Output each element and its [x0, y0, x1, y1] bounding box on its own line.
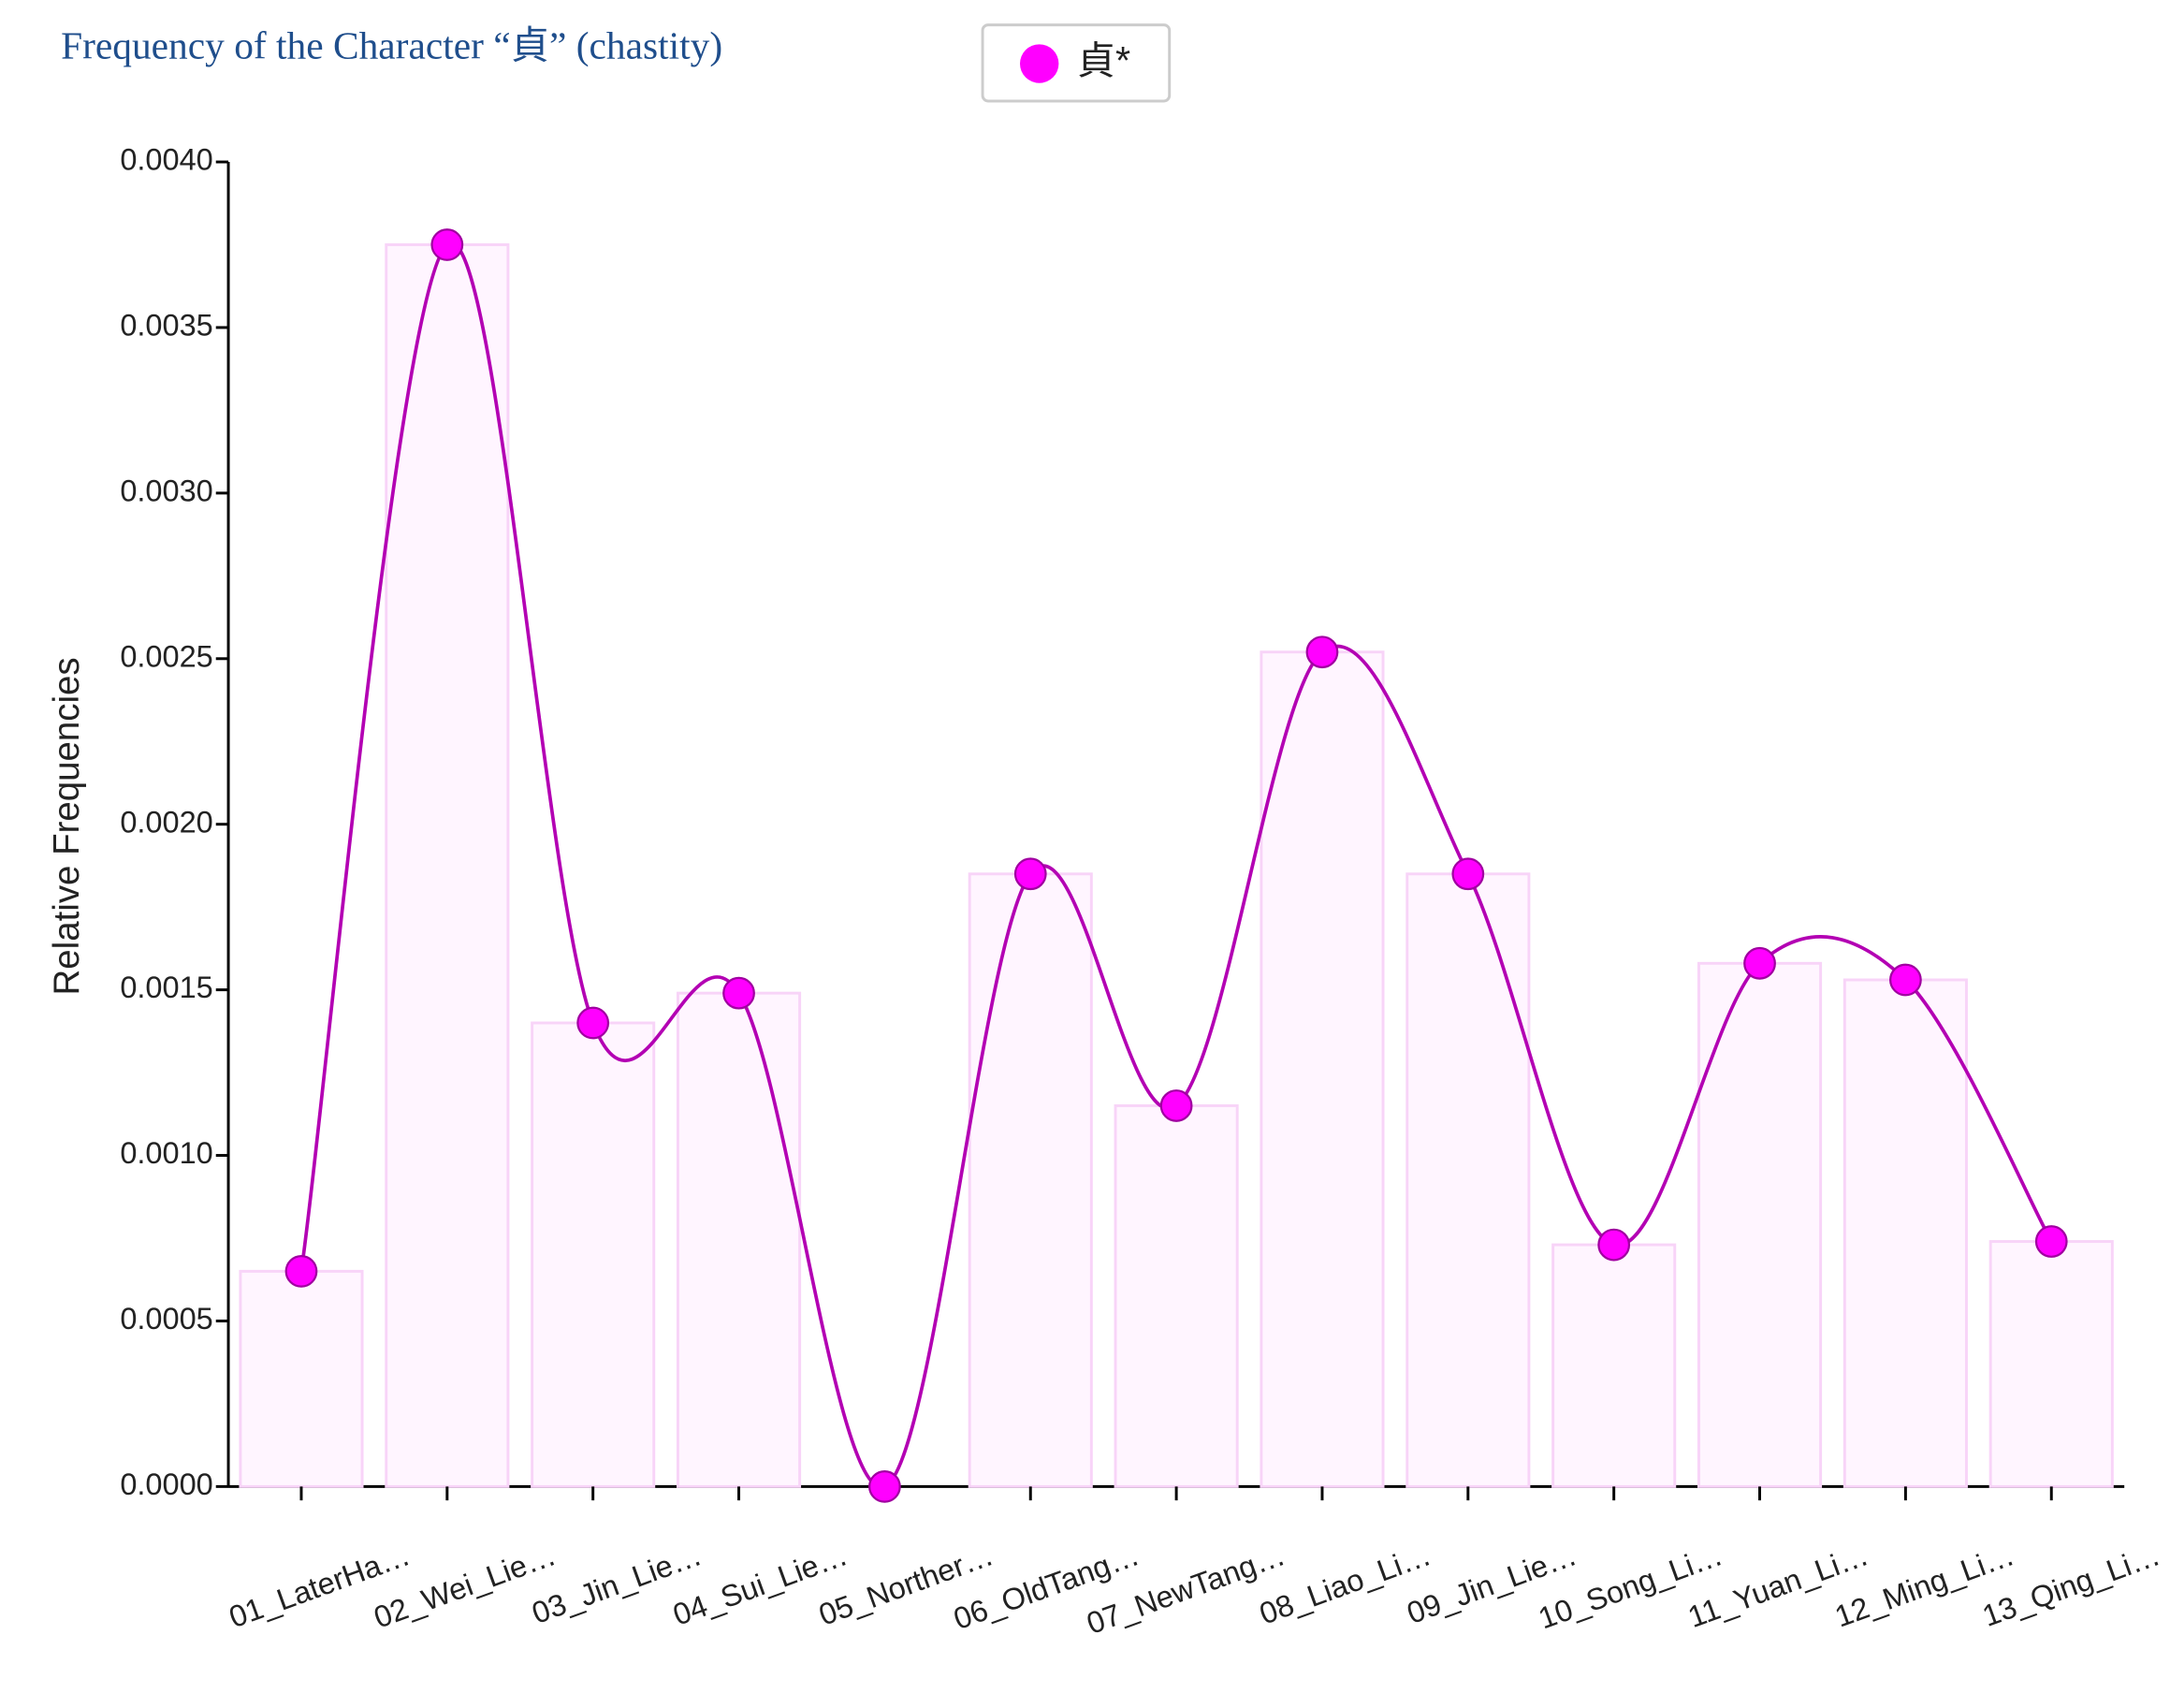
bar [676, 991, 802, 1488]
bar [385, 243, 510, 1488]
y-tick-label: 0.0005 [120, 1302, 212, 1336]
point [1889, 963, 1922, 997]
bar [1551, 1243, 1677, 1488]
point [2034, 1225, 2068, 1258]
bar [1842, 978, 1968, 1488]
point [576, 1006, 610, 1040]
y-tick-label: 0.0040 [120, 143, 212, 177]
y-tick-label: 0.0010 [120, 1136, 212, 1170]
bar [531, 1021, 656, 1488]
y-tick-label: 0.0000 [120, 1467, 212, 1501]
y-tick-label: 0.0030 [120, 474, 212, 507]
bar [1114, 1103, 1239, 1488]
point [430, 228, 464, 261]
point [722, 976, 755, 1010]
point [1305, 635, 1339, 669]
legend-box [981, 23, 1172, 103]
series-line [299, 241, 2053, 1489]
bar [1260, 650, 1385, 1488]
point [1597, 1228, 1631, 1262]
y-axis-label: Relative Frequencies [47, 657, 87, 995]
point [1159, 1089, 1193, 1122]
bar [1697, 961, 1823, 1488]
point [284, 1255, 318, 1288]
point [1013, 857, 1047, 891]
legend-label: 貞* [1077, 39, 1131, 82]
y-tick-label: 0.0025 [120, 639, 212, 673]
point [1743, 946, 1776, 980]
bar [1405, 872, 1531, 1488]
bar [968, 872, 1093, 1488]
bar [239, 1269, 364, 1488]
chart-title: Frequency of the Character “貞” (chastity… [61, 24, 722, 68]
y-tick-label: 0.0035 [120, 309, 212, 343]
bar [1988, 1240, 2114, 1488]
point [1451, 857, 1485, 891]
y-tick-label: 0.0020 [120, 805, 212, 839]
legend-marker [1019, 44, 1059, 83]
point [868, 1469, 901, 1503]
y-tick-label: 0.0015 [120, 971, 212, 1004]
